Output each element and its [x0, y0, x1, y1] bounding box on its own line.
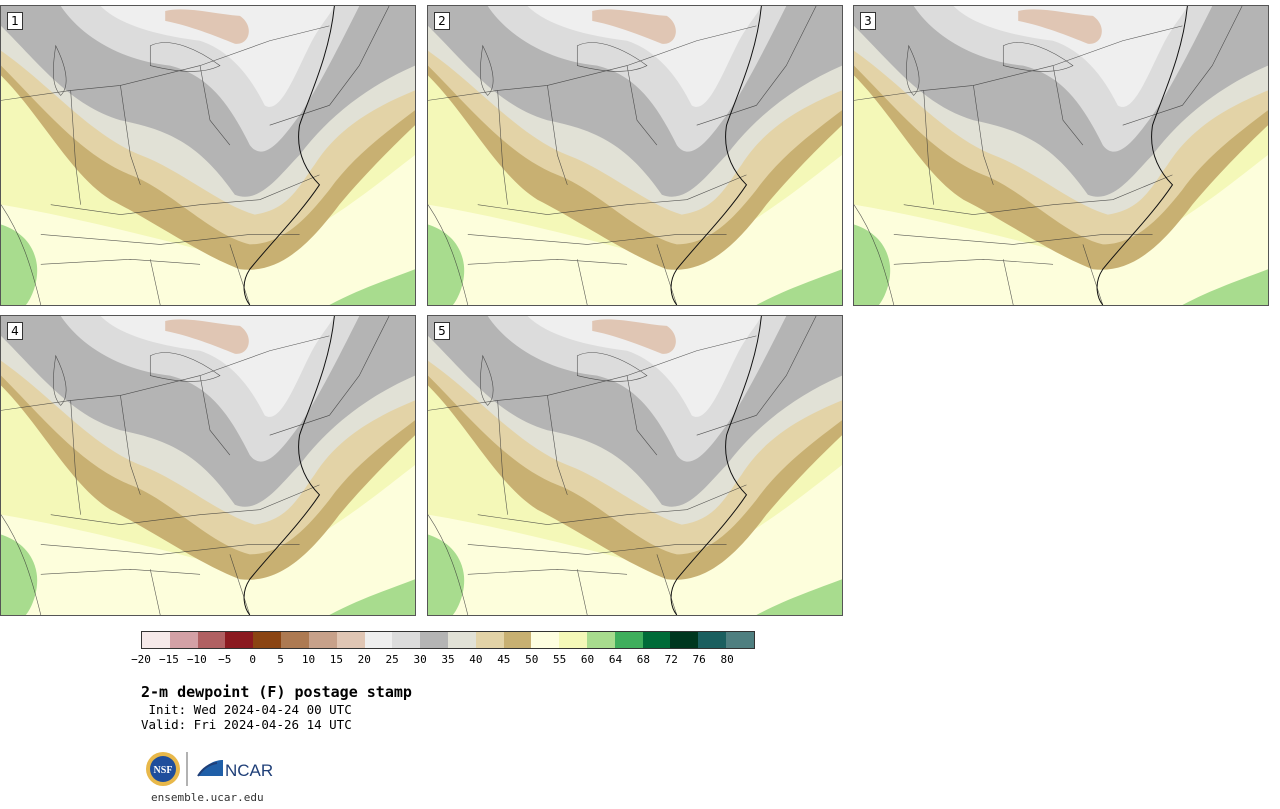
- dewpoint-map-2: [428, 6, 842, 305]
- ncar-logo: NCAR: [197, 760, 273, 780]
- ncar-logo-text: NCAR: [225, 761, 273, 780]
- colorbar-swatch: [225, 632, 254, 648]
- colorbar-tick-labels: −20 −15 −10 −5 0 5 10 15 20 25 30 35 40 45 50 55 60 64 68 7…: [131, 653, 755, 667]
- figure-title: 2-m dewpoint (F) postage stamp: [141, 683, 412, 701]
- panel-label-1: 1: [7, 12, 23, 30]
- colorbar-swatch: [169, 632, 198, 648]
- colorbar-tick-label: 45: [497, 653, 511, 666]
- dewpoint-map-5: [428, 316, 842, 615]
- nsf-ncar-logos: NSF NCAR: [146, 752, 273, 786]
- colorbar-tick-label: 40: [469, 653, 483, 666]
- nsf-logo: NSF: [146, 752, 180, 786]
- colorbar-tick-label: 55: [553, 653, 567, 666]
- colorbar-swatch: [336, 632, 365, 648]
- colorbar-swatch: [142, 632, 170, 648]
- colorbar-swatch: [587, 632, 615, 648]
- colorbar-swatch: [447, 632, 476, 648]
- colorbar-swatch: [364, 632, 393, 648]
- colorbar-swatch: [726, 632, 754, 648]
- colorbar-tick-label: 64: [608, 653, 623, 666]
- footer-url: ensemble.ucar.edu: [151, 791, 264, 804]
- colorbar-swatch: [420, 632, 448, 648]
- colorbar-swatch: [308, 632, 337, 648]
- map-panel-5: 5: [427, 315, 843, 616]
- map-panel-3: 3: [853, 5, 1269, 306]
- map-panel-1: 1: [0, 5, 416, 306]
- colorbar-tick-label: 35: [441, 653, 455, 666]
- valid-time: Valid: Fri 2024-04-26 14 UTC: [141, 717, 352, 732]
- colorbar-tick-label: 25: [385, 653, 399, 666]
- colorbar-tick-label: −15: [158, 653, 179, 666]
- colorbar-swatch: [197, 632, 226, 648]
- colorbar-swatch: [531, 632, 560, 648]
- colorbar-tick-label: 0: [249, 653, 256, 666]
- panel-label-3: 3: [860, 12, 876, 30]
- nsf-logo-text: NSF: [154, 765, 173, 776]
- colorbar-swatch: [670, 632, 699, 648]
- colorbar-tick-label: −10: [186, 653, 207, 666]
- map-panel-2: 2: [427, 5, 843, 306]
- colorbar-tick-label: 10: [301, 653, 316, 666]
- colorbar-swatch: [475, 632, 504, 648]
- dewpoint-map-3: [854, 6, 1268, 305]
- colorbar-tick-label: −5: [218, 653, 232, 666]
- colorbar-tick-label: 5: [277, 653, 284, 666]
- colorbar-tick-label: 20: [357, 653, 371, 666]
- colorbar-swatch: [281, 632, 309, 648]
- dewpoint-map-4: [1, 316, 415, 615]
- colorbar-swatch: [559, 632, 587, 648]
- init-time: Init: Wed 2024-04-24 00 UTC: [141, 702, 352, 717]
- panel-label-4: 4: [7, 322, 23, 340]
- colorbar-swatch: [698, 632, 727, 648]
- panel-label-5: 5: [434, 322, 450, 340]
- map-panel-4: 4: [0, 315, 416, 616]
- panel-label-2: 2: [434, 12, 450, 30]
- colorbar-swatch: [614, 632, 643, 648]
- colorbar-tick-label: −20: [131, 653, 151, 666]
- colorbar-tick-label: 72: [664, 653, 678, 666]
- colorbar: [141, 631, 755, 649]
- colorbar-tick-label: 68: [636, 653, 650, 666]
- colorbar-tick-label: 30: [413, 653, 427, 666]
- colorbar-tick-label: 15: [329, 653, 343, 666]
- colorbar-swatch: [642, 632, 671, 648]
- colorbar-tick-label: 60: [580, 653, 595, 666]
- colorbar-swatch: [503, 632, 532, 648]
- colorbar-swatch: [392, 632, 421, 648]
- colorbar-tick-label: 50: [525, 653, 539, 666]
- colorbar-tick-label: 76: [692, 653, 706, 666]
- colorbar-tick-label: 80: [720, 653, 734, 666]
- dewpoint-map-1: [1, 6, 415, 305]
- colorbar-swatch: [253, 632, 282, 648]
